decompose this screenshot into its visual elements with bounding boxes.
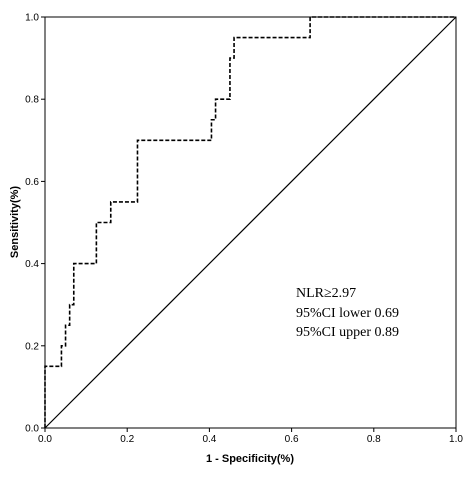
- y-tick-label: 0.6: [25, 177, 39, 188]
- x-axis-title: 1 - Specificity(%): [206, 453, 294, 465]
- plot-frame: [44, 16, 457, 429]
- annotation-nlr: NLR≥2.97: [296, 286, 356, 301]
- x-tick-label: 0.8: [367, 434, 381, 445]
- y-tick-label: 0.2: [25, 341, 39, 352]
- x-tick-label: 0.2: [120, 434, 134, 445]
- x-tick-label: 0.4: [202, 434, 216, 445]
- x-tick-label: 0.0: [38, 434, 52, 445]
- y-axis-title: Sensitivity(%): [9, 186, 21, 258]
- y-tick-label: 0.4: [25, 259, 39, 270]
- y-tick-label: 1.0: [25, 13, 39, 24]
- reference-diagonal-line: [44, 16, 457, 429]
- series-group: [44, 16, 457, 429]
- x-tick-label: 0.6: [285, 434, 299, 445]
- y-tick-label: 0.0: [25, 424, 39, 435]
- x-tick-label: 1.0: [449, 434, 463, 445]
- annotation-ci-lower: 95%CI lower 0.69: [296, 306, 399, 321]
- axis-ticks: 0.0 0.2 0.4 0.6 0.8 1.0 0.0 0.2 0.4 0.6 0.8 1.0: [25, 13, 463, 446]
- annotation-ci-upper: 95%CI upper 0.89: [296, 325, 399, 340]
- roc-curve-line: [44, 16, 456, 428]
- y-tick-label: 0.8: [25, 95, 39, 106]
